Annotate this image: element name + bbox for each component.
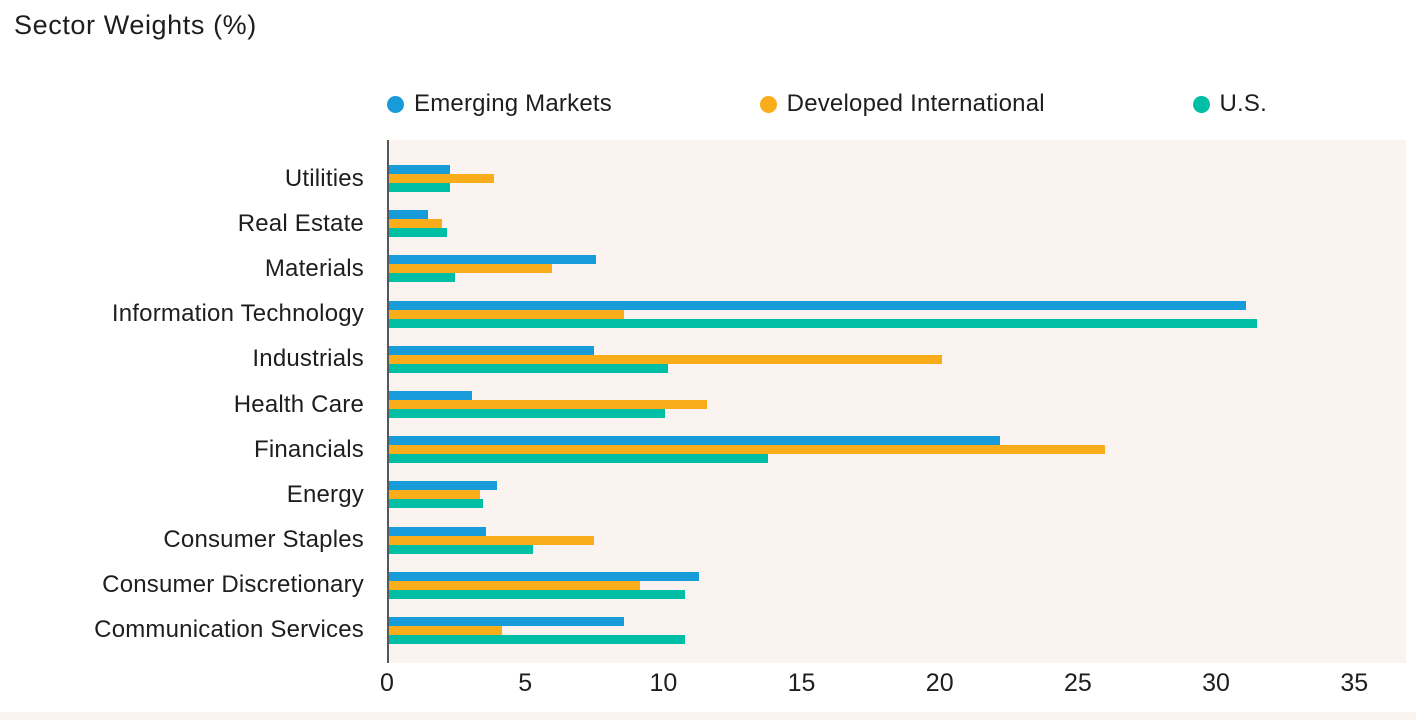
bar-emerging-markets — [389, 526, 486, 536]
category-label-real-estate: Real Estate — [237, 209, 364, 237]
legend-item-emerging-markets: Emerging Markets — [387, 90, 612, 118]
bar-developed-international — [389, 174, 495, 184]
legend-circle-icon — [1192, 95, 1210, 113]
bar-group-industrials — [389, 337, 1406, 382]
category-label-information-technology: Information Technology — [111, 300, 364, 328]
x-tick-label: 0 — [380, 669, 394, 697]
bar-u-s — [389, 589, 685, 599]
bar-group-consumer-staples — [389, 518, 1406, 563]
bar-group-real-estate — [389, 201, 1406, 246]
category-axis-labels: Utilities Real Estate Materials Information… — [0, 156, 364, 653]
category-label-consumer-staples: Consumer Staples — [163, 526, 364, 554]
bar-u-s — [389, 544, 533, 554]
x-tick-label: 5 — [518, 669, 533, 697]
bar-developed-international — [389, 309, 624, 319]
chart-title: Sector Weights (%) — [14, 10, 257, 40]
category-label-materials: Materials — [264, 254, 364, 282]
category-label-financials: Financials — [253, 435, 364, 463]
bar-u-s — [389, 273, 456, 283]
bar-developed-international — [389, 445, 1105, 455]
bar-developed-international — [389, 219, 442, 229]
legend-item-u-s: U.S. — [1192, 90, 1267, 118]
bar-developed-international — [389, 354, 942, 364]
bar-group-consumer-discretionary — [389, 563, 1406, 608]
bar-emerging-markets — [389, 391, 472, 401]
bar-u-s — [389, 228, 448, 238]
legend-label: Developed International — [786, 90, 1045, 117]
x-tick-label: 10 — [649, 669, 678, 697]
plot-area — [387, 140, 1406, 663]
bar-emerging-markets — [389, 165, 450, 175]
bar-u-s — [389, 409, 666, 419]
bar-emerging-markets — [389, 436, 1000, 446]
bar-emerging-markets — [389, 571, 699, 581]
bar-emerging-markets — [389, 481, 497, 491]
bottom-strip — [0, 712, 1416, 720]
bar-group-financials — [389, 427, 1406, 472]
legend-circle-icon — [759, 95, 777, 113]
bar-u-s — [389, 454, 768, 464]
category-label-health-care: Health Care — [233, 390, 364, 418]
bar-group-health-care — [389, 382, 1406, 427]
bar-u-s — [389, 318, 1257, 328]
bar-developed-international — [389, 490, 481, 500]
bar-developed-international — [389, 264, 553, 274]
chart-legend: Emerging Markets Developed International U… — [387, 90, 1267, 118]
bar-group-information-technology — [389, 292, 1406, 337]
bar-group-materials — [389, 246, 1406, 291]
legend-circle-icon — [387, 95, 404, 113]
x-tick-label: 25 — [1063, 669, 1092, 697]
bar-u-s — [389, 499, 483, 509]
bar-emerging-markets — [389, 210, 428, 220]
x-axis-tick-labels: 0 5 10 15 20 25 30 35 — [380, 669, 1404, 705]
category-label-consumer-discretionary: Consumer Discretionary — [102, 571, 364, 599]
bar-u-s — [389, 363, 669, 373]
x-tick-label: 30 — [1202, 669, 1230, 697]
bar-emerging-markets — [389, 345, 594, 355]
bar-group-utilities — [389, 156, 1406, 201]
bar-group-communication-services — [389, 608, 1406, 653]
category-label-industrials: Industrials — [252, 345, 364, 373]
bar-u-s — [389, 634, 685, 644]
bar-emerging-markets — [389, 255, 597, 265]
x-tick-label: 20 — [925, 669, 954, 697]
bar-emerging-markets — [389, 300, 1246, 310]
bar-developed-international — [389, 625, 503, 635]
category-label-energy: Energy — [286, 480, 364, 508]
x-tick-label: 35 — [1340, 669, 1369, 697]
bar-developed-international — [389, 580, 641, 590]
bar-developed-international — [389, 400, 707, 410]
legend-label: U.S. — [1219, 90, 1267, 117]
x-tick-label: 15 — [787, 669, 816, 697]
bar-emerging-markets — [389, 616, 624, 626]
category-label-utilities: Utilities — [284, 164, 364, 192]
bar-u-s — [389, 183, 450, 193]
legend-label: Emerging Markets — [414, 90, 612, 117]
category-label-communication-services: Communication Services — [94, 616, 364, 644]
bar-developed-international — [389, 535, 594, 545]
legend-item-developed-international: Developed International — [759, 90, 1045, 118]
bar-group-energy — [389, 472, 1406, 517]
